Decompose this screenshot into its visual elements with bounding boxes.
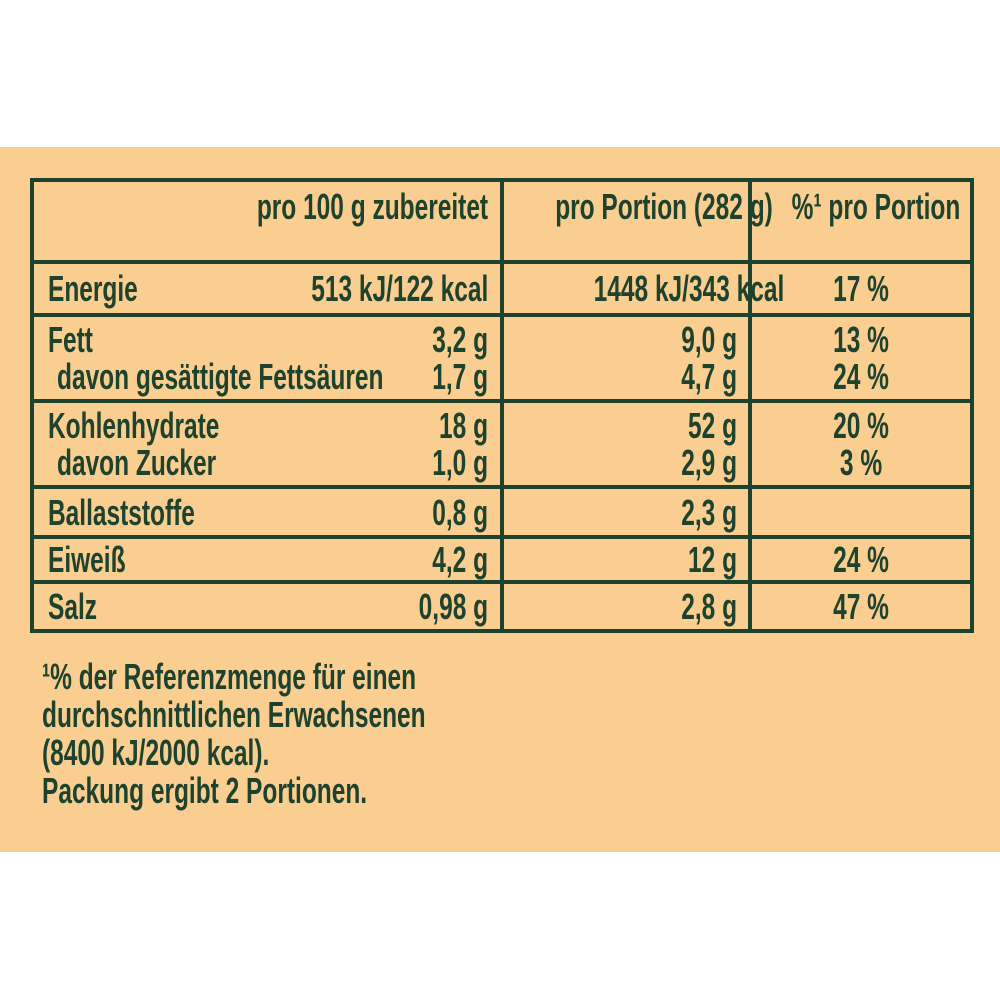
nutrient-sublabel: davon gesättigte Fettsäuren <box>57 356 384 397</box>
percent-value: 47 % <box>833 586 889 627</box>
energie-percent-cell: 17 % <box>748 260 974 317</box>
table-row-ballaststoffe: Ballaststoffe 0,8 g 2,3 g <box>30 485 974 539</box>
fett-percent-cell: 13 % 24 % <box>748 313 974 403</box>
kohlenhydrate-portion-cell: 52 g 2,9 g <box>500 399 752 489</box>
per-portion-value: 52 g <box>688 405 737 446</box>
percent-value: 13 % <box>833 319 889 360</box>
footnote-line: Packung ergibt 2 Portionen. <box>42 770 368 811</box>
per-100g-value: 4,2 g <box>432 539 488 580</box>
salz-portion-cell: 2,8 g <box>500 580 752 633</box>
header-per-portion: pro Portion (282 g) <box>500 178 773 264</box>
nutrient-label: Energie <box>48 268 138 309</box>
header-percent-portion-label: %¹ pro Portion <box>791 186 961 227</box>
footnote-line: ¹% der Referenzmenge für einen <box>42 656 417 697</box>
per-100g-value: 0,8 g <box>432 491 488 533</box>
salz-percent-cell: 47 % <box>748 580 974 633</box>
nutrient-sublabel: davon Zucker <box>57 442 217 483</box>
header-percent-portion: %¹ pro Portion <box>748 178 974 264</box>
nutrient-label: Eiweiß <box>48 539 126 580</box>
per-portion-value: 2,8 g <box>681 586 737 627</box>
percent-value: 24 % <box>833 356 889 397</box>
nutrient-label: Fett <box>48 319 93 360</box>
nutrition-table: pro 100 g zubereitet pro Portion (282 g)… <box>30 178 974 633</box>
per-100g-value: 1,0 g <box>432 442 488 483</box>
header-per-100g: pro 100 g zubereitet <box>30 178 504 264</box>
eiweiss-label-and-per100-cell: Eiweiß 4,2 g <box>30 535 504 584</box>
per-portion-value: 1448 kJ/343 kcal <box>593 268 785 309</box>
nutrition-label-panel: pro 100 g zubereitet pro Portion (282 g)… <box>0 147 1000 852</box>
table-row-energie: Energie 513 kJ/122 kcal 1448 kJ/343 kcal… <box>30 260 974 317</box>
kohlenhydrate-label-and-per100-cell: Kohlenhydrate 18 g davon Zucker 1,0 g <box>30 399 504 489</box>
per-portion-value: 4,7 g <box>681 356 737 397</box>
reference-footnote: ¹% der Referenzmenge für einen durchschn… <box>42 658 606 810</box>
percent-value: 17 % <box>833 268 889 309</box>
table-header-row: pro 100 g zubereitet pro Portion (282 g)… <box>30 178 974 264</box>
table-row-fett: Fett 3,2 g davon gesättigte Fettsäuren 1… <box>30 313 974 403</box>
table-row-salz: Salz 0,98 g 2,8 g 47 % <box>30 580 974 633</box>
fett-portion-cell: 9,0 g 4,7 g <box>500 313 752 403</box>
per-100g-value: 513 kJ/122 kcal <box>311 268 488 309</box>
fett-label-and-per100-cell: Fett 3,2 g davon gesättigte Fettsäuren 1… <box>30 313 504 403</box>
nutrient-label: Kohlenhydrate <box>48 405 220 446</box>
per-portion-value: 2,9 g <box>681 442 737 483</box>
nutrient-label: Salz <box>48 586 97 627</box>
footnote-line: (8400 kJ/2000 kcal). <box>42 732 270 773</box>
header-per-100g-label: pro 100 g zubereitet <box>256 186 488 227</box>
per-100g-value: 1,7 g <box>432 356 488 397</box>
table-row-kohlenhydrate: Kohlenhydrate 18 g davon Zucker 1,0 g 52… <box>30 399 974 489</box>
salz-label-and-per100-cell: Salz 0,98 g <box>30 580 504 633</box>
per-100g-value: 0,98 g <box>418 586 488 627</box>
per-portion-value: 2,3 g <box>681 491 737 533</box>
ballaststoffe-portion-cell: 2,3 g <box>500 485 752 539</box>
eiweiss-portion-cell: 12 g <box>500 535 752 584</box>
per-portion-value: 9,0 g <box>681 319 737 360</box>
ballaststoffe-percent-cell <box>748 485 974 539</box>
table-row-eiweiss: Eiweiß 4,2 g 12 g 24 % <box>30 535 974 584</box>
per-100g-value: 18 g <box>439 405 488 446</box>
ballaststoffe-label-and-per100-cell: Ballaststoffe 0,8 g <box>30 485 504 539</box>
percent-value: 24 % <box>833 539 889 580</box>
per-100g-value: 3,2 g <box>432 319 488 360</box>
eiweiss-percent-cell: 24 % <box>748 535 974 584</box>
nutrient-label: Ballaststoffe <box>48 491 195 533</box>
header-per-portion-label: pro Portion (282 g) <box>555 186 773 227</box>
percent-value: 20 % <box>833 405 889 446</box>
kohlenhydrate-percent-cell: 20 % 3 % <box>748 399 974 489</box>
footnote-line: durchschnittlichen Erwachsenen <box>42 694 426 735</box>
energie-portion-cell: 1448 kJ/343 kcal <box>500 260 784 317</box>
percent-value: 3 % <box>839 442 883 483</box>
energie-label-and-per100-cell: Energie 513 kJ/122 kcal <box>30 260 504 317</box>
per-portion-value: 12 g <box>688 539 737 580</box>
